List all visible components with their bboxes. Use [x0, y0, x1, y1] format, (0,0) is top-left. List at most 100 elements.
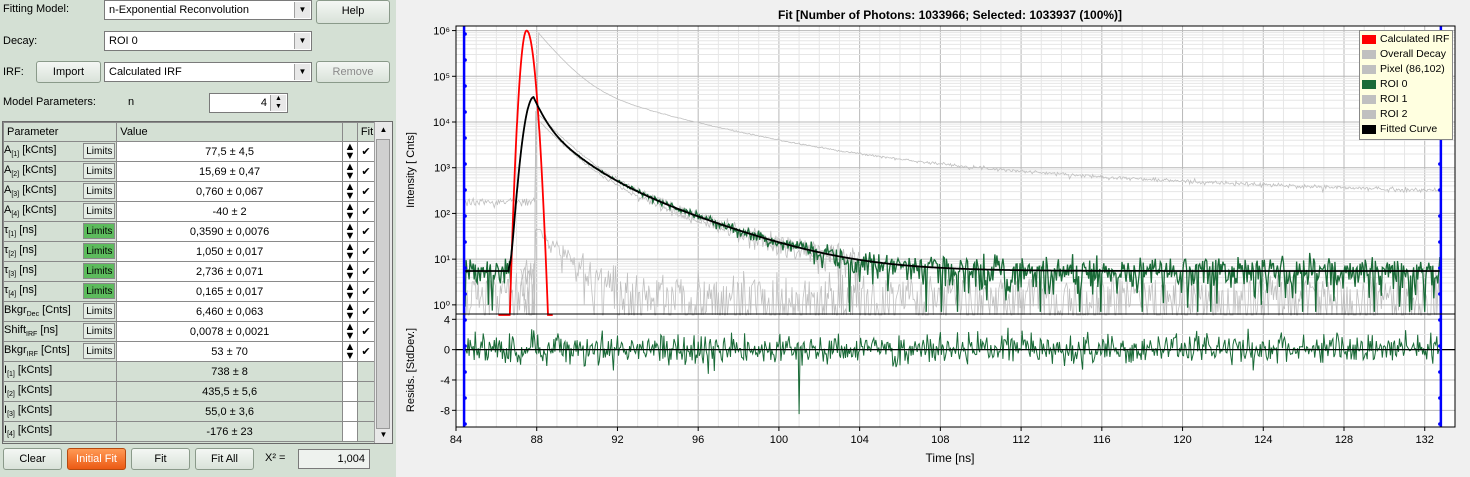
spin-arrows-icon[interactable]: ▲ ▼	[341, 241, 358, 262]
model-parameters-label: Model Parameters:	[3, 96, 96, 108]
fit-checkbox[interactable]: ✔	[356, 301, 376, 322]
chi-square-value: 1,004	[298, 449, 370, 469]
spin-arrows-icon[interactable]: ▲ ▼	[341, 341, 358, 362]
clear-button[interactable]: Clear	[3, 448, 62, 470]
legend-swatch	[1362, 34, 1376, 44]
fit-checkbox[interactable]: ✔	[356, 221, 376, 242]
parameter-value[interactable]: 0,760 ± 0,067	[116, 181, 343, 202]
parameter-row: ShiftIRF [ns] Limits 0,0078 ± 0,0021 ▲ ▼ ✔	[3, 321, 376, 342]
scroll-up-icon[interactable]: ▲	[379, 125, 388, 134]
fit-all-button[interactable]: Fit All	[195, 448, 254, 470]
limits-button[interactable]: Limits	[83, 143, 116, 159]
parameter-value[interactable]: 2,736 ± 0,071	[116, 261, 343, 282]
fit-checkbox[interactable]: ✔	[356, 341, 376, 362]
fitting-model-dropdown[interactable]: n-Exponential Reconvolution ▼	[104, 0, 312, 20]
initial-fit-button[interactable]: Initial Fit	[67, 448, 126, 470]
scroll-thumb[interactable]	[376, 139, 390, 429]
limits-button[interactable]: Limits	[83, 263, 116, 279]
derived-unit: [kCnts]	[14, 364, 53, 377]
spin-arrows-icon[interactable]: ▲ ▼	[341, 141, 358, 162]
fit-checkbox[interactable]: ✔	[356, 241, 376, 262]
limits-button[interactable]: Limits	[83, 283, 116, 299]
legend-label: Calculated IRF	[1380, 33, 1450, 45]
spin-arrows-icon[interactable]: ▲ ▼	[341, 261, 358, 282]
chevron-down-icon[interactable]: ▼	[294, 64, 310, 80]
y-tick-label: -4	[440, 375, 450, 387]
fit-checkbox[interactable]: ✔	[356, 161, 376, 182]
legend-swatch	[1362, 109, 1376, 119]
cursor-marker-icon	[1438, 292, 1442, 296]
parameter-value[interactable]: 53 ± 70	[116, 341, 343, 362]
cursor-marker-icon	[1438, 370, 1442, 374]
chart-title: Fit [Number of Photons: 1033966; Selecte…	[778, 8, 1122, 22]
spin-arrows-icon[interactable]: ▲ ▼	[341, 221, 358, 242]
y-tick-label: 10⁴	[433, 117, 450, 129]
fit-checkbox[interactable]: ✔	[356, 181, 376, 202]
legend-entry: ROI 0	[1362, 78, 1407, 91]
spin-arrows-icon[interactable]: ▲ ▼	[341, 201, 358, 222]
parameter-value[interactable]: 77,5 ± 4,5	[116, 141, 343, 162]
n-stepper[interactable]: 4 ▲ ▼	[209, 93, 288, 113]
limits-button[interactable]: Limits	[83, 183, 116, 199]
fit-checkbox[interactable]: ✔	[356, 141, 376, 162]
residuals-plot-area[interactable]	[455, 313, 1456, 428]
fit-checkbox[interactable]: ✔	[356, 321, 376, 342]
parameter-value[interactable]: 1,050 ± 0,017	[116, 241, 343, 262]
spin-arrows-icon[interactable]: ▲ ▼	[270, 95, 286, 111]
fit-checkbox[interactable]: ✔	[356, 261, 376, 282]
cursor-marker-icon	[463, 58, 467, 62]
x-tick-label: 120	[1173, 434, 1191, 446]
parameter-name: τ[4] [ns] Limits	[3, 281, 118, 302]
spin-arrows-icon[interactable]: ▲ ▼	[341, 281, 358, 302]
x-tick-label: 112	[1012, 434, 1030, 446]
spin-arrows-icon[interactable]: ▲ ▼	[341, 181, 358, 202]
parameter-value[interactable]: 0,3590 ± 0,0076	[116, 221, 343, 242]
pixel-series	[463, 228, 1442, 317]
scroll-down-icon[interactable]: ▼	[379, 430, 388, 439]
chevron-down-icon[interactable]: ▼	[294, 2, 310, 18]
import-button[interactable]: Import	[36, 61, 101, 83]
fit-checkbox[interactable]: ✔	[356, 281, 376, 302]
derived-unit: [kCnts]	[14, 424, 53, 437]
parameter-value[interactable]: 15,69 ± 0,47	[116, 161, 343, 182]
fit-checkbox[interactable]: ✔	[356, 201, 376, 222]
parameter-name: τ[3] [ns] Limits	[3, 261, 118, 282]
parameter-name: BkgrIRF [Cnts] Limits	[3, 341, 118, 362]
spin-arrows-icon[interactable]: ▲ ▼	[341, 301, 358, 322]
limits-button[interactable]: Limits	[83, 243, 116, 259]
remove-button[interactable]: Remove	[316, 61, 390, 83]
limits-button[interactable]: Limits	[83, 343, 116, 359]
help-button[interactable]: Help	[316, 0, 390, 24]
limits-button[interactable]: Limits	[83, 303, 116, 319]
parameter-name: ShiftIRF [ns] Limits	[3, 321, 118, 342]
derived-row: I[3] [kCnts] 55,0 ± 3,6	[3, 401, 376, 422]
y-tick-label: 10¹	[434, 254, 450, 266]
irf-dropdown[interactable]: Calculated IRF ▼	[104, 62, 312, 82]
cursor-marker-icon	[1438, 344, 1442, 348]
limits-button[interactable]: Limits	[83, 223, 116, 239]
chevron-down-icon[interactable]: ▼	[294, 33, 310, 49]
decay-dropdown[interactable]: ROI 0 ▼	[104, 31, 312, 51]
table-scrollbar[interactable]: ▲ ▼	[374, 122, 392, 443]
parameter-value[interactable]: -40 ± 2	[116, 201, 343, 222]
parameter-subscript: [2]	[8, 251, 17, 259]
parameter-value[interactable]: 0,0078 ± 0,0021	[116, 321, 343, 342]
limits-button[interactable]: Limits	[83, 203, 116, 219]
limits-button[interactable]: Limits	[83, 323, 116, 339]
parameter-name: A[4] [kCnts] Limits	[3, 201, 118, 222]
parameter-value[interactable]: 0,165 ± 0,017	[116, 281, 343, 302]
fit-chart: Fit [Number of Photons: 1033966; Selecte…	[396, 0, 1470, 477]
spin-arrows-icon[interactable]: ▲ ▼	[341, 321, 358, 342]
cursor-marker-icon	[463, 422, 467, 426]
limits-button[interactable]: Limits	[83, 163, 116, 179]
parameter-table: Parameter Value Fit A[1] [kCnts] Limits 77…	[2, 121, 393, 444]
parameter-symbol: A	[4, 204, 12, 217]
parameter-unit: [Cnts]	[37, 344, 70, 357]
spin-arrows-icon[interactable]: ▲ ▼	[341, 161, 358, 182]
parameter-name: τ[1] [ns] Limits	[3, 221, 118, 242]
irf-value: Calculated IRF	[109, 66, 182, 78]
derived-value: 738 ± 8	[116, 361, 343, 382]
fit-button[interactable]: Fit	[131, 448, 190, 470]
parameter-value[interactable]: 6,460 ± 0,063	[116, 301, 343, 322]
parameter-unit: [ns]	[16, 244, 37, 257]
